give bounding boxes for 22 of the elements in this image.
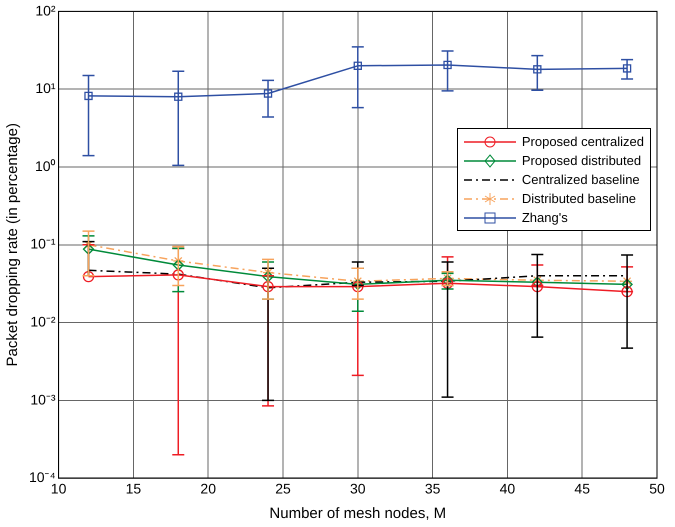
y-axis-title: Packet dropping rate (in percentage): [4, 123, 22, 367]
x-tick-label: 10: [50, 480, 67, 496]
x-tick-label: 50: [649, 480, 665, 496]
x-tick-label: 40: [500, 480, 516, 496]
legend-label: Proposed distributed: [522, 152, 642, 170]
x-tick-label: 30: [350, 480, 366, 496]
y-tick-label: 10⁻¹: [30, 236, 56, 252]
y-tick-label: 10⁻³: [30, 391, 56, 408]
x-tick-label: 25: [275, 480, 291, 496]
x-tick-label: 15: [126, 480, 142, 496]
legend-label: Proposed centralized: [522, 133, 644, 152]
y-tick-label: 10²: [35, 2, 56, 18]
y-tick-label: 10⁻²: [30, 313, 56, 330]
x-tick-label: 35: [424, 480, 441, 496]
y-tick-label: 10¹: [35, 80, 56, 96]
legend-label: Centralized baseline: [522, 171, 640, 190]
x-axis-title: Number of mesh nodes, M: [269, 505, 446, 522]
y-tick-label: 10⁰: [35, 158, 56, 174]
x-tick-label: 45: [574, 480, 590, 496]
legend-label: Zhang's: [522, 209, 568, 228]
x-tick-label: 20: [200, 480, 216, 496]
legend-label: Distributed baseline: [522, 190, 636, 208]
